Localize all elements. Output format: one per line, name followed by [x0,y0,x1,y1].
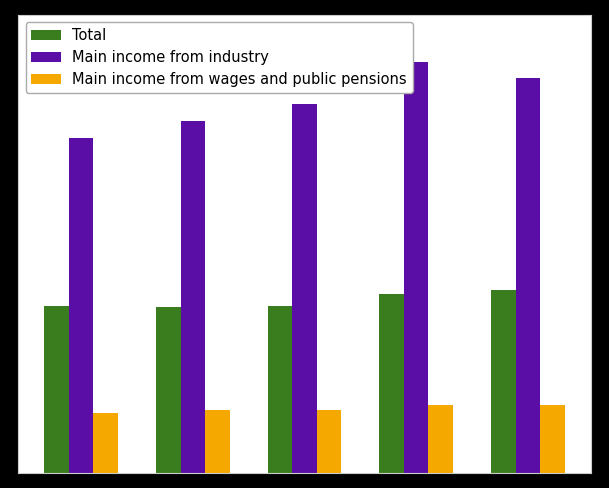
Bar [379,294,404,473]
Bar [69,138,93,473]
Bar [429,406,453,473]
Bar [491,290,516,473]
Bar [180,122,205,473]
Bar [404,62,429,473]
Bar [516,78,540,473]
Legend: Total, Main income from industry, Main income from wages and public pensions: Total, Main income from industry, Main i… [26,22,413,93]
Bar [93,413,118,473]
Bar [540,406,565,473]
Bar [44,306,69,473]
Bar [156,307,180,473]
Bar [317,410,342,473]
Bar [205,410,230,473]
Bar [292,103,317,473]
Bar [267,306,292,473]
